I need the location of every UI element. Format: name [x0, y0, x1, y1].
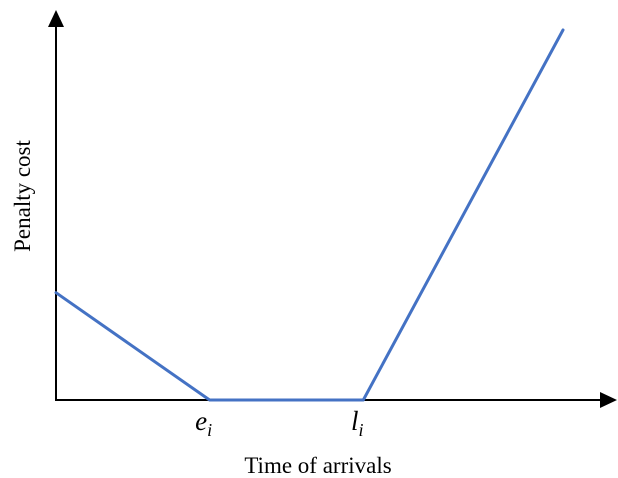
x-axis-title: Time of arrivals: [244, 453, 391, 478]
series-layer: [54, 28, 565, 402]
x-axis-arrow-icon: [600, 392, 617, 408]
x-tick-label-main: l: [351, 406, 359, 436]
x-tick-label-1: ei: [195, 406, 212, 440]
y-axis-arrow-icon: [48, 10, 64, 27]
x-tick-label-2: li: [351, 406, 364, 440]
y-axis-title: Penalty cost: [10, 140, 35, 252]
x-tick-label-subscript: i: [207, 420, 212, 440]
series-line-1: [54, 28, 565, 402]
x-tick-labels: ei li: [195, 406, 363, 440]
x-tick-label-subscript: i: [359, 420, 364, 440]
x-tick-label-main: e: [195, 406, 207, 436]
